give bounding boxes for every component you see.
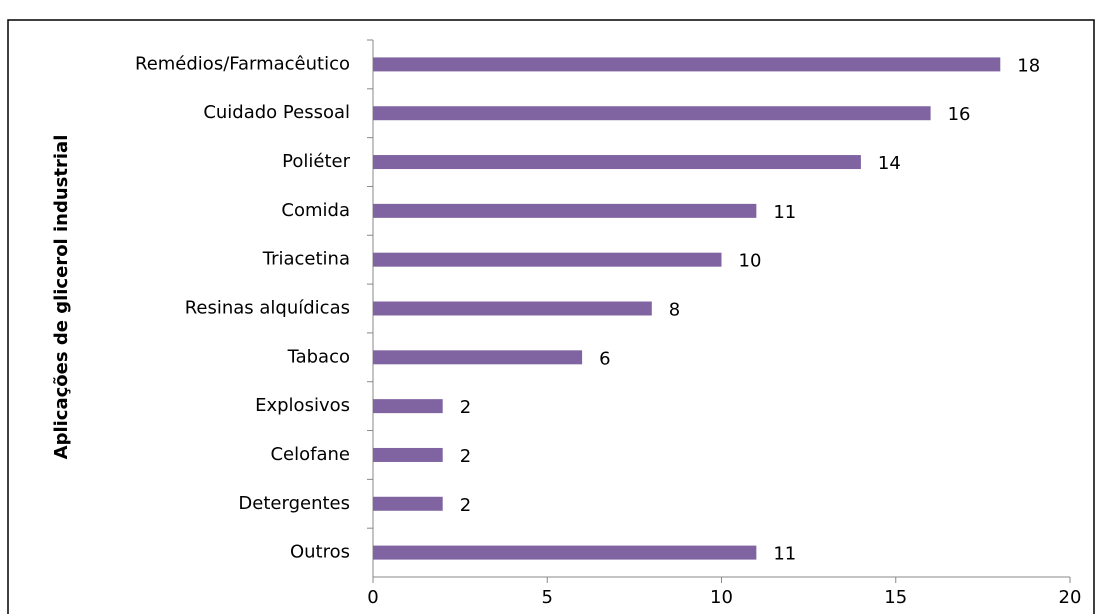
y-tick-label: Resinas alquídicas	[185, 298, 350, 319]
bar	[373, 399, 443, 414]
x-tick-label: 0	[367, 587, 378, 608]
y-tick-label: Detergentes	[238, 493, 350, 514]
value-label: 2	[460, 397, 471, 418]
bar	[373, 496, 443, 511]
value-label: 8	[669, 300, 680, 321]
y-axis-label: Aplicações de glicerol industrial	[51, 135, 72, 460]
y-tick-label: Tabaco	[287, 346, 350, 367]
y-tick-label: Outros	[290, 542, 350, 563]
x-tick-label: 20	[1059, 587, 1082, 608]
bar	[373, 155, 861, 170]
value-label: 18	[1017, 55, 1040, 76]
x-tick-label: 10	[710, 587, 733, 608]
y-tick-label: Poliéter	[282, 151, 350, 172]
y-tick-label: Remédios/Farmacêutico	[135, 53, 350, 74]
y-tick-label: Comida	[281, 200, 350, 221]
bar	[373, 252, 722, 267]
y-tick-label: Cuidado Pessoal	[203, 102, 350, 123]
y-tick-label: Celofane	[270, 444, 350, 465]
bar	[373, 106, 931, 121]
bar	[373, 447, 443, 462]
y-tick-label: Explosivos	[255, 395, 350, 416]
y-tick-label: Triacetina	[262, 249, 350, 270]
bar	[373, 545, 757, 560]
x-tick-label: 5	[542, 587, 553, 608]
value-label: 6	[599, 348, 610, 369]
value-label: 11	[773, 202, 796, 223]
value-label: 11	[773, 544, 796, 565]
bar	[373, 301, 652, 316]
value-label: 2	[460, 495, 471, 516]
x-tick-label: 15	[884, 587, 907, 608]
value-label: 16	[948, 104, 971, 125]
value-label: 10	[739, 251, 762, 272]
bar	[373, 203, 757, 218]
value-label: 14	[878, 153, 901, 174]
bar	[373, 350, 583, 365]
value-label: 2	[460, 446, 471, 467]
bar	[373, 57, 1001, 72]
